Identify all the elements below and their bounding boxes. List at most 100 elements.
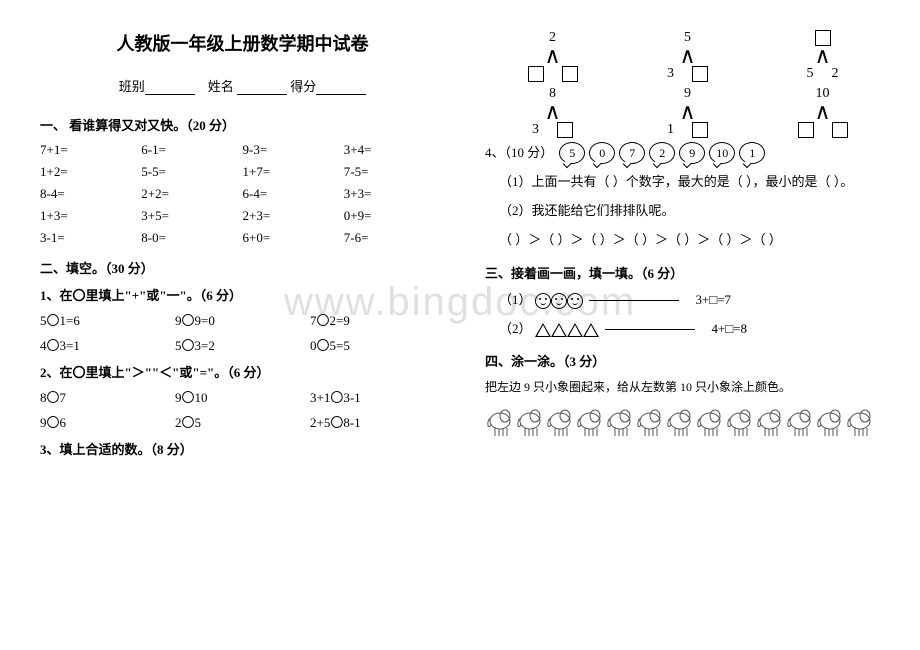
- equation-cell: 3+3=: [344, 186, 445, 202]
- section-1-equations: 7+1=6-1=9-3=3+4= 1+2=5-5=1+7=7-5= 8-4=2+2=…: [40, 142, 445, 246]
- decomp-row: 8∧3 9∧1 10∧: [485, 86, 890, 138]
- triangle-icon: [535, 323, 551, 337]
- equation-cell: 2+2=: [141, 186, 242, 202]
- elephant-icon: [485, 406, 515, 438]
- number-bubble: 5: [559, 142, 585, 164]
- equation-row: 5〇1=69〇9=07〇2=9: [40, 310, 445, 329]
- blank-square[interactable]: [562, 66, 578, 82]
- class-label: 班别: [119, 79, 145, 94]
- equation-cell: 7-6=: [344, 230, 445, 246]
- section-2-1-head: 1、在〇里填上"+"或"一"。（6 分）: [40, 285, 445, 304]
- decomp-tree: 10∧: [768, 86, 878, 138]
- s3-r2-eq: 4+□=8: [712, 321, 748, 336]
- class-blank[interactable]: [145, 81, 195, 95]
- equation-row: 8-4=2+2=6-4=3+3=: [40, 186, 445, 202]
- equation-row: 1+3=3+5=2+3=0+9=: [40, 208, 445, 224]
- equation-cell: 4〇3=1: [40, 335, 175, 354]
- equation-cell: 0+9=: [344, 208, 445, 224]
- blank-square[interactable]: [798, 122, 814, 138]
- section-4-text: 把左边 9 只小象圈起来，给从左数第 10 只小象涂上颜色。: [485, 378, 890, 397]
- equation-row: 8〇79〇103+1〇3-1: [40, 387, 445, 406]
- equation-row: 1+2=5-5=1+7=7-5=: [40, 164, 445, 180]
- equation-cell: 5〇1=6: [40, 310, 175, 329]
- section-2-2-head: 2、在〇里填上"＞""＜"或"="。（6 分）: [40, 362, 445, 381]
- triangle-icon: [583, 323, 599, 337]
- equation-cell: 7+1=: [40, 142, 141, 158]
- equation-row: 4〇3=15〇3=20〇5=5: [40, 335, 445, 354]
- triangle-icon: [567, 323, 583, 337]
- equation-row: 7+1=6-1=9-3=3+4=: [40, 142, 445, 158]
- equation-cell: 5〇3=2: [175, 335, 310, 354]
- number-bubble: 2: [649, 142, 675, 164]
- blank-square[interactable]: [528, 66, 544, 82]
- s3-r1-prefix: （1）: [499, 292, 532, 307]
- equation-cell: 2〇5: [175, 412, 310, 431]
- equation-cell: 5-5=: [141, 164, 242, 180]
- smiley-icon: [535, 293, 551, 309]
- blank-square[interactable]: [832, 122, 848, 138]
- equation-cell: 9〇6: [40, 412, 175, 431]
- equation-cell: 1+3=: [40, 208, 141, 224]
- equation-cell: 6-4=: [243, 186, 344, 202]
- elephant-icon: [815, 406, 845, 438]
- equation-cell: 9-3=: [243, 142, 344, 158]
- elephant-icon: [515, 406, 545, 438]
- decomp-tree: 8∧3: [498, 86, 608, 138]
- blank-square[interactable]: [692, 122, 708, 138]
- section-2-head: 二、填空。（30 分）: [40, 258, 445, 277]
- equation-cell: 8-0=: [141, 230, 242, 246]
- section-3-row1: （1） 3+□=7: [499, 290, 890, 311]
- q4-line2a: （2）我还能给它们排排队呢。: [499, 201, 890, 222]
- elephant-icon: [755, 406, 785, 438]
- section-1-head: 一、 看谁算得又对又快。（20 分）: [40, 115, 445, 134]
- score-label: 得分: [290, 79, 316, 94]
- equation-cell: 8〇7: [40, 387, 175, 406]
- blank-square[interactable]: [692, 66, 708, 82]
- section-4-head: 四、涂一涂。（3 分）: [485, 351, 890, 370]
- s3-r1-eq: 3+□=7: [696, 292, 732, 307]
- equation-cell: 2+3=: [243, 208, 344, 224]
- number-bubble: 1: [739, 142, 765, 164]
- blank-square[interactable]: [557, 122, 573, 138]
- section-2-1-equations: 5〇1=69〇9=07〇2=9 4〇3=15〇3=20〇5=5: [40, 310, 445, 354]
- draw-blank-2[interactable]: [605, 329, 695, 330]
- number-bubble: 7: [619, 142, 645, 164]
- decomp-tree: ∧52: [768, 30, 878, 82]
- elephant-icon: [695, 406, 725, 438]
- elephant-icon: [785, 406, 815, 438]
- name-blank[interactable]: [237, 81, 287, 95]
- number-bubbles: 50729101: [559, 142, 765, 164]
- q4-line2b: （ ）＞（ ）＞（ ）＞（ ）＞（ ）＞（ ）＞（ ）: [499, 230, 890, 251]
- elephant-icon: [725, 406, 755, 438]
- draw-blank-1[interactable]: [589, 300, 679, 301]
- equation-cell: 1+7=: [243, 164, 344, 180]
- equation-cell: 8-4=: [40, 186, 141, 202]
- section-2-4-prefix: 4、（10 分）: [485, 143, 553, 164]
- left-column: 人教版一年级上册数学期中试卷 班别 姓名 得分 一、 看谁算得又对又快。（20 …: [0, 0, 465, 650]
- decomp-row: 2∧5∧3∧52: [485, 30, 890, 82]
- q4-line1: （1）上面一共有（ ）个数字，最大的是（ ），最小的是（ ）。: [499, 172, 890, 193]
- elephant-icon: [665, 406, 695, 438]
- section-2-2-equations: 8〇79〇103+1〇3-19〇62〇52+5〇8-1: [40, 387, 445, 431]
- elephant-row: [485, 406, 890, 438]
- equation-row: 3-1=8-0=6+0=7-6=: [40, 230, 445, 246]
- score-blank[interactable]: [316, 81, 366, 95]
- page-title: 人教版一年级上册数学期中试卷: [40, 30, 445, 56]
- equation-cell: 9〇9=0: [175, 310, 310, 329]
- smiley-icon: [567, 293, 583, 309]
- equation-cell: 3+5=: [141, 208, 242, 224]
- decomp-tree: 2∧: [498, 30, 608, 82]
- equation-cell: 3-1=: [40, 230, 141, 246]
- elephant-icon: [575, 406, 605, 438]
- decomp-tree: 9∧1: [633, 86, 743, 138]
- elephant-icon: [635, 406, 665, 438]
- elephant-icon: [605, 406, 635, 438]
- section-2-3-head: 3、填上合适的数。（8 分）: [40, 439, 445, 458]
- triangle-icon: [551, 323, 567, 337]
- section-3-row2: （2） 4+□=8: [499, 319, 890, 340]
- equation-cell: 0〇5=5: [310, 335, 445, 354]
- equation-cell: 1+2=: [40, 164, 141, 180]
- number-bubble: 10: [709, 142, 735, 164]
- equation-cell: 6+0=: [243, 230, 344, 246]
- s3-r2-prefix: （2）: [499, 321, 532, 336]
